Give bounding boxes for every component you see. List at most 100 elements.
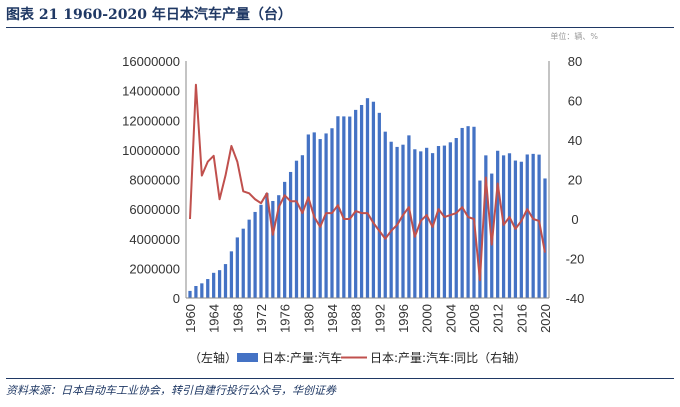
- x-tick-1964: 1964: [207, 304, 222, 333]
- title-divider: [6, 27, 674, 28]
- bar-1967: [229, 251, 234, 298]
- bar-2020: [543, 178, 547, 298]
- bar-2010: [484, 155, 488, 298]
- bar-1993: [383, 131, 387, 298]
- bar-1982: [318, 139, 322, 298]
- y-right-tick-60: 60: [568, 94, 582, 109]
- bar-series-production: [188, 98, 547, 299]
- bar-2003: [442, 145, 447, 298]
- bar-1999: [419, 151, 423, 298]
- bar-1971: [253, 211, 257, 298]
- bar-1961: [194, 286, 198, 298]
- bar-1960: [188, 290, 192, 298]
- y-left-tick-4000000: 4000000: [129, 232, 180, 247]
- x-tick-1988: 1988: [349, 304, 364, 333]
- bar-2018: [531, 153, 535, 298]
- bar-1995: [395, 146, 399, 298]
- bar-1966: [223, 264, 228, 298]
- chart-title: 图表 21 1960-2020 年日本汽车产量（台）: [6, 7, 292, 23]
- bar-1991: [371, 101, 376, 298]
- bar-2007: [466, 126, 470, 299]
- bar-1986: [342, 116, 346, 299]
- unit-note: 单位：辆、%: [550, 32, 598, 41]
- x-tick-2000: 2000: [420, 304, 435, 333]
- x-tick-1984: 1984: [325, 304, 340, 333]
- x-tick-2008: 2008: [467, 304, 482, 333]
- y-left-tick-10000000: 10000000: [122, 143, 180, 158]
- bar-1975: [277, 195, 281, 298]
- bar-1979: [300, 155, 305, 298]
- bar-2016: [519, 161, 523, 298]
- y-right-tick-80: 80: [568, 54, 582, 69]
- bar-1976: [283, 181, 287, 298]
- x-tick-1968: 1968: [230, 304, 245, 333]
- bar-1972: [259, 204, 263, 298]
- legend: （左轴） 日本:产量:汽车 日本:产量:汽车:同比（右轴）: [189, 350, 526, 365]
- bar-1990: [365, 98, 370, 299]
- chart-axes: [185, 61, 550, 299]
- bar-2005: [454, 138, 458, 298]
- bar-2000: [425, 147, 429, 298]
- bar-1987: [348, 116, 352, 298]
- x-tick-1992: 1992: [372, 304, 387, 333]
- bar-1962: [200, 283, 204, 298]
- source-note: 资料来源：日本自动车工业协会，转引自建行投行公众号，华创证券: [6, 384, 336, 397]
- bar-1988: [354, 109, 358, 298]
- legend-line-label: 日本:产量:汽车:同比（右轴）: [370, 350, 526, 365]
- x-tick-1972: 1972: [254, 304, 269, 333]
- y-left-tick-12000000: 12000000: [122, 113, 180, 128]
- x-tick-2016: 2016: [514, 304, 529, 333]
- y-right-tick-20: 20: [568, 173, 582, 188]
- bar-2002: [436, 146, 441, 298]
- y-right-tick--40: -40: [566, 291, 585, 306]
- y-left-tick-6000000: 6000000: [129, 202, 180, 217]
- x-tick-2004: 2004: [443, 304, 458, 333]
- bar-1992: [377, 112, 381, 298]
- x-tick-1996: 1996: [396, 304, 411, 333]
- x-tick-2012: 2012: [491, 304, 506, 333]
- legend-prefix: （左轴）: [189, 350, 237, 365]
- y-left-tick-2000000: 2000000: [129, 261, 180, 276]
- y-right-tick-0: 0: [571, 212, 578, 227]
- bar-1977: [288, 171, 293, 298]
- bar-1996: [401, 144, 405, 298]
- bar-1998: [413, 149, 417, 298]
- x-tick-1976: 1976: [278, 304, 293, 333]
- bar-1964: [212, 272, 216, 298]
- y-right-tick-40: 40: [568, 133, 582, 148]
- bar-1969: [241, 228, 245, 298]
- bar-2006: [460, 127, 464, 298]
- x-tick-1980: 1980: [301, 304, 316, 333]
- yoy-line: [189, 83, 546, 282]
- bar-1973: [265, 193, 269, 298]
- bar-1974: [271, 200, 275, 298]
- line-series-yoy: [189, 83, 546, 282]
- y-right-tick--20: -20: [566, 252, 585, 267]
- bar-1994: [389, 141, 393, 298]
- tick-labels: 0 2000000 4000000 6000000 8000000 10000000 120…: [122, 54, 584, 333]
- x-tick-2020: 2020: [538, 304, 553, 333]
- bar-2017: [525, 154, 529, 298]
- source-divider: [6, 378, 674, 379]
- bar-2014: [507, 153, 512, 298]
- bar-1983: [324, 133, 328, 298]
- bar-2009: [478, 180, 482, 298]
- bar-1980: [306, 134, 310, 298]
- production-chart: 0 2000000 4000000 6000000 8000000 10000000 120…: [122, 54, 584, 365]
- legend-bar-swatch: [237, 353, 258, 362]
- bar-2004: [448, 142, 452, 298]
- bar-2012: [496, 150, 500, 298]
- bar-1978: [294, 160, 299, 298]
- bar-1989: [359, 104, 364, 299]
- bar-2008: [472, 126, 476, 299]
- bar-1963: [206, 279, 210, 298]
- bar-1970: [247, 219, 251, 298]
- y-left-tick-14000000: 14000000: [122, 84, 180, 99]
- bar-1968: [235, 237, 239, 298]
- bar-1965: [217, 270, 222, 298]
- x-tick-1960: 1960: [183, 304, 198, 333]
- bar-1997: [407, 135, 411, 298]
- legend-bar-label: 日本:产量:汽车: [262, 350, 342, 365]
- y-left-tick-0: 0: [173, 291, 180, 306]
- bar-2013: [501, 155, 506, 298]
